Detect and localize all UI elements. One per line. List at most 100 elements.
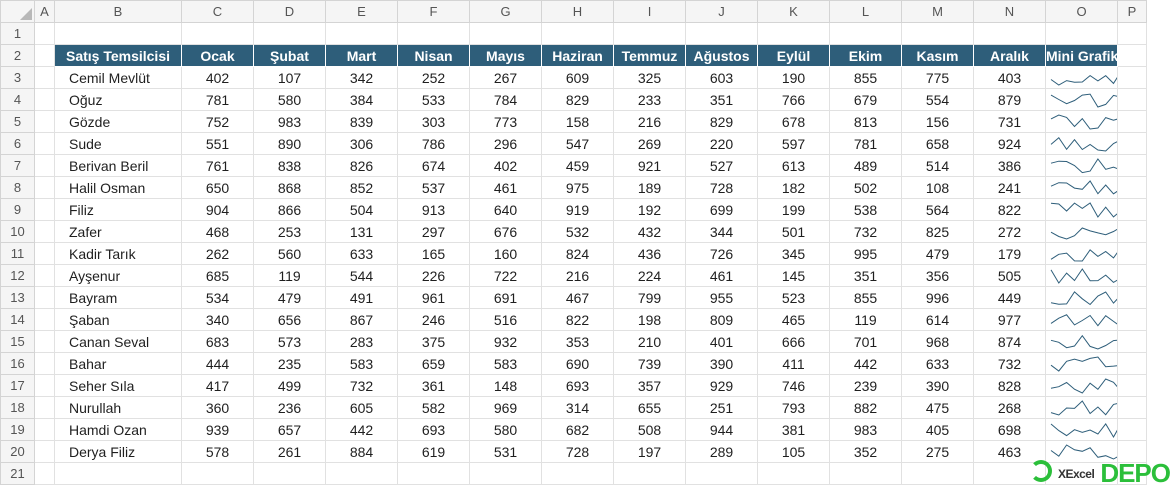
value-cell[interactable]: 357 (613, 374, 686, 397)
value-cell[interactable]: 655 (613, 396, 686, 419)
value-cell[interactable]: 813 (829, 110, 902, 133)
value-cell[interactable]: 698 (973, 418, 1046, 441)
cell-p15[interactable] (1117, 330, 1147, 353)
value-cell[interactable]: 739 (613, 352, 686, 375)
value-cell[interactable]: 732 (325, 374, 398, 397)
value-cell[interactable]: 867 (325, 308, 398, 331)
value-cell[interactable]: 268 (973, 396, 1046, 419)
value-cell[interactable]: 235 (253, 352, 326, 375)
mini-chart-cell[interactable] (1045, 286, 1118, 309)
table-header-cell[interactable]: Mart (325, 44, 398, 67)
cell-a12[interactable] (34, 264, 55, 287)
value-cell[interactable]: 855 (829, 286, 902, 309)
row-header-4[interactable]: 4 (0, 88, 35, 111)
value-cell[interactable]: 693 (541, 374, 614, 397)
cell-h1[interactable] (541, 22, 614, 45)
rep-name-cell[interactable]: Ayşenur (54, 264, 182, 287)
cell-l21[interactable] (829, 462, 902, 485)
value-cell[interactable]: 306 (325, 132, 398, 155)
row-header-7[interactable]: 7 (0, 154, 35, 177)
cell-p13[interactable] (1117, 286, 1147, 309)
value-cell[interactable]: 682 (541, 418, 614, 441)
value-cell[interactable]: 659 (397, 352, 470, 375)
value-cell[interactable]: 216 (541, 264, 614, 287)
value-cell[interactable]: 690 (541, 352, 614, 375)
mini-chart-cell[interactable] (1045, 88, 1118, 111)
value-cell[interactable]: 983 (253, 110, 326, 133)
value-cell[interactable]: 190 (757, 66, 830, 89)
value-cell[interactable]: 384 (325, 88, 398, 111)
cell-p11[interactable] (1117, 242, 1147, 265)
value-cell[interactable]: 468 (181, 220, 254, 243)
value-cell[interactable]: 405 (901, 418, 974, 441)
value-cell[interactable]: 921 (613, 154, 686, 177)
value-cell[interactable]: 534 (181, 286, 254, 309)
cell-c21[interactable] (181, 462, 254, 485)
value-cell[interactable]: 461 (685, 264, 758, 287)
value-cell[interactable]: 657 (253, 418, 326, 441)
cell-j1[interactable] (685, 22, 758, 45)
value-cell[interactable]: 252 (397, 66, 470, 89)
mini-chart-cell[interactable] (1045, 418, 1118, 441)
value-cell[interactable]: 983 (829, 418, 902, 441)
value-cell[interactable]: 532 (541, 220, 614, 243)
table-header-cell[interactable]: Mayıs (469, 44, 542, 67)
cell-b21[interactable] (54, 462, 182, 485)
value-cell[interactable]: 489 (829, 154, 902, 177)
rep-name-cell[interactable]: Halil Osman (54, 176, 182, 199)
value-cell[interactable]: 650 (181, 176, 254, 199)
value-cell[interactable]: 342 (325, 66, 398, 89)
table-header-cell[interactable]: Satış Temsilcisi (54, 44, 182, 67)
value-cell[interactable]: 296 (469, 132, 542, 155)
value-cell[interactable]: 182 (757, 176, 830, 199)
value-cell[interactable]: 961 (397, 286, 470, 309)
value-cell[interactable]: 560 (253, 242, 326, 265)
value-cell[interactable]: 913 (397, 198, 470, 221)
column-header-p[interactable]: P (1117, 0, 1147, 23)
value-cell[interactable]: 583 (325, 352, 398, 375)
value-cell[interactable]: 436 (613, 242, 686, 265)
value-cell[interactable]: 884 (325, 440, 398, 463)
cell-a14[interactable] (34, 308, 55, 331)
value-cell[interactable]: 728 (541, 440, 614, 463)
value-cell[interactable]: 822 (973, 198, 1046, 221)
column-header-g[interactable]: G (469, 0, 542, 23)
value-cell[interactable]: 829 (685, 110, 758, 133)
value-cell[interactable]: 609 (541, 66, 614, 89)
value-cell[interactable]: 633 (901, 352, 974, 375)
value-cell[interactable]: 547 (541, 132, 614, 155)
rep-name-cell[interactable]: Berivan Beril (54, 154, 182, 177)
cell-a8[interactable] (34, 176, 55, 199)
cell-m1[interactable] (901, 22, 974, 45)
mini-chart-cell[interactable] (1045, 66, 1118, 89)
value-cell[interactable]: 119 (253, 264, 326, 287)
value-cell[interactable]: 345 (757, 242, 830, 265)
value-cell[interactable]: 402 (469, 154, 542, 177)
value-cell[interactable]: 241 (973, 176, 1046, 199)
row-header-6[interactable]: 6 (0, 132, 35, 155)
column-header-h[interactable]: H (541, 0, 614, 23)
value-cell[interactable]: 105 (757, 440, 830, 463)
row-header-11[interactable]: 11 (0, 242, 35, 265)
table-header-cell[interactable]: Ekim (829, 44, 902, 67)
value-cell[interactable]: 411 (757, 352, 830, 375)
row-header-3[interactable]: 3 (0, 66, 35, 89)
value-cell[interactable]: 879 (973, 88, 1046, 111)
rep-name-cell[interactable]: Zafer (54, 220, 182, 243)
cell-p10[interactable] (1117, 220, 1147, 243)
value-cell[interactable]: 685 (181, 264, 254, 287)
value-cell[interactable]: 352 (829, 440, 902, 463)
cell-p19[interactable] (1117, 418, 1147, 441)
value-cell[interactable]: 401 (685, 330, 758, 353)
table-header-cell[interactable]: Temmuz (613, 44, 686, 67)
rep-name-cell[interactable]: Gözde (54, 110, 182, 133)
value-cell[interactable]: 479 (253, 286, 326, 309)
table-header-cell[interactable]: Aralık (973, 44, 1046, 67)
value-cell[interactable]: 272 (973, 220, 1046, 243)
value-cell[interactable]: 658 (901, 132, 974, 155)
value-cell[interactable]: 932 (469, 330, 542, 353)
rep-name-cell[interactable]: Cemil Mevlüt (54, 66, 182, 89)
value-cell[interactable]: 904 (181, 198, 254, 221)
value-cell[interactable]: 969 (469, 396, 542, 419)
rep-name-cell[interactable]: Derya Filiz (54, 440, 182, 463)
